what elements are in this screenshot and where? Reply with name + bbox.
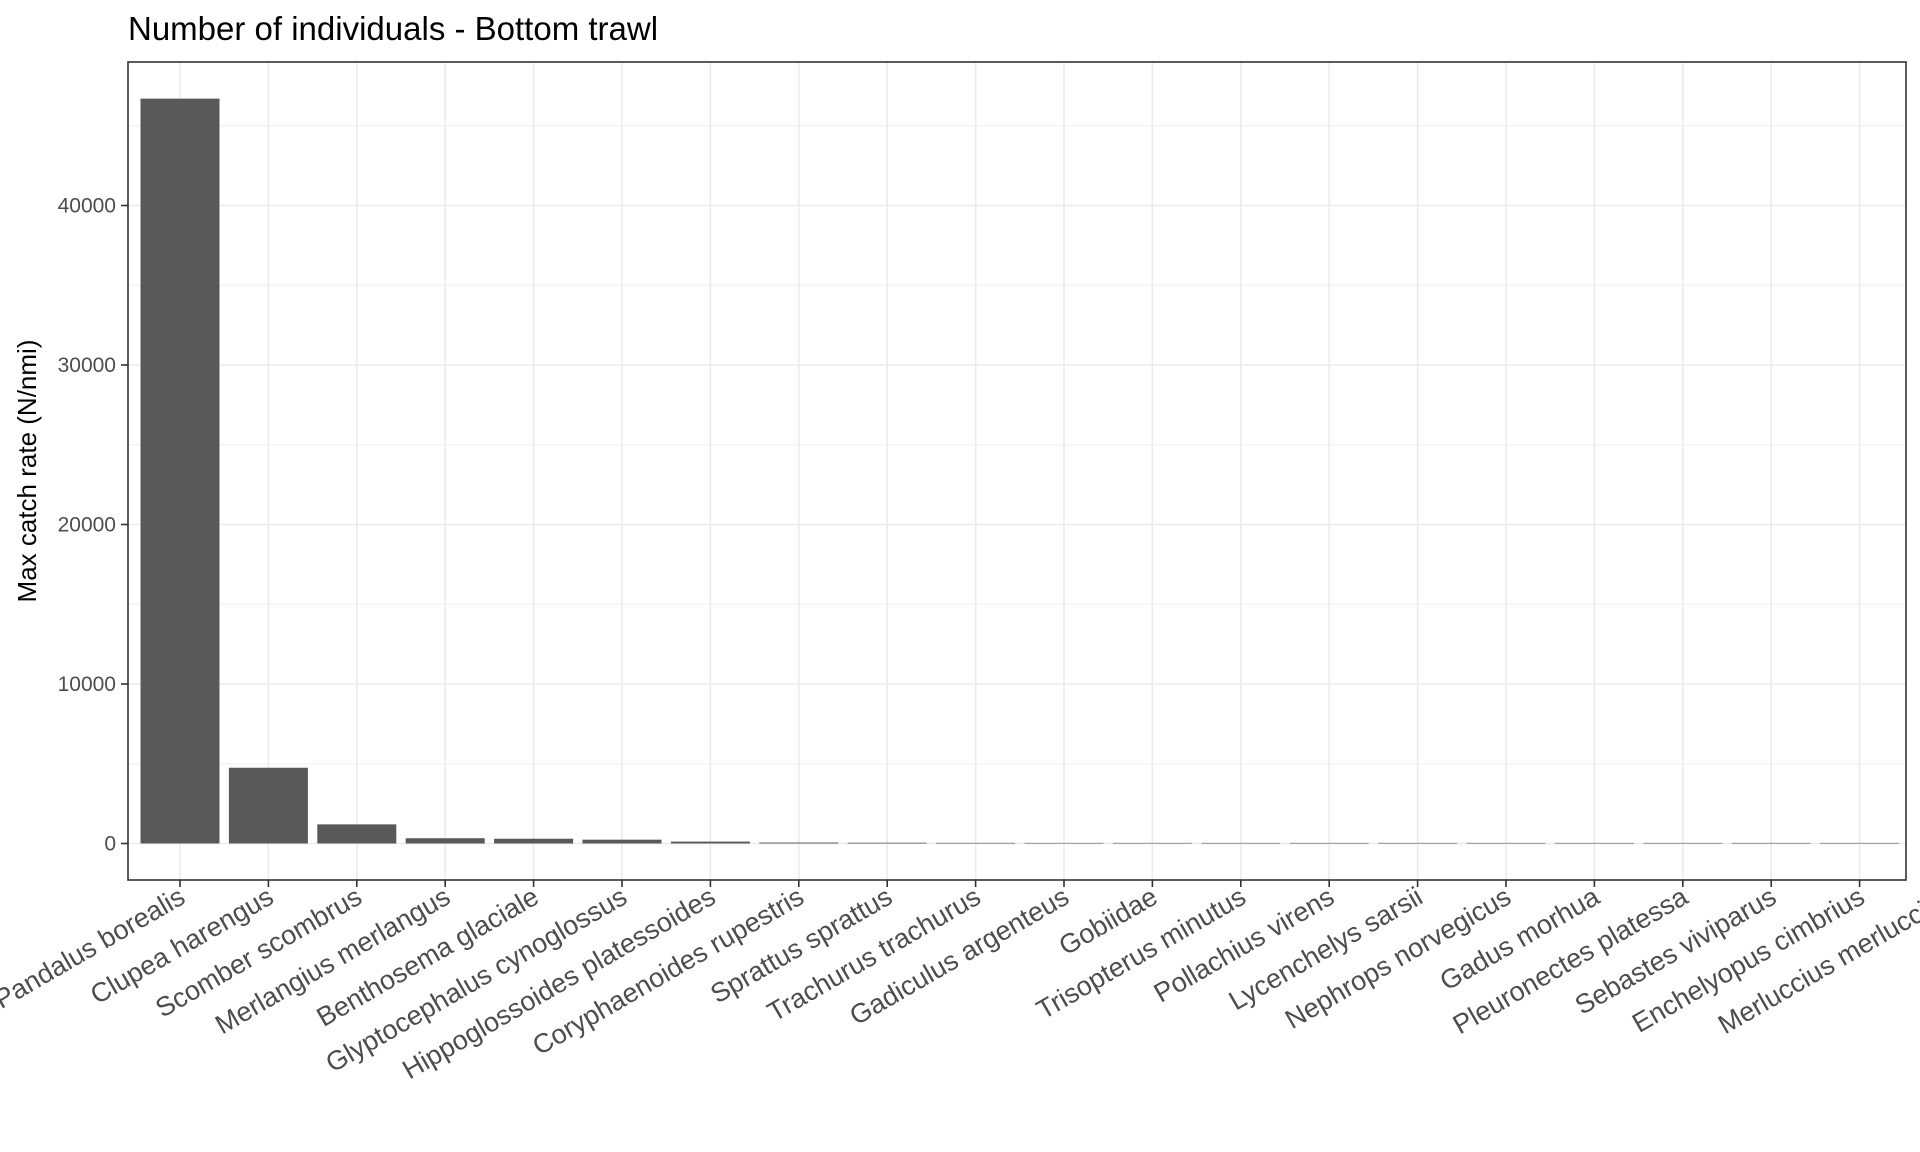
y-tick-label: 40000: [58, 195, 116, 218]
bars-group: [140, 98, 1900, 844]
bar: [847, 842, 927, 844]
bar: [1289, 842, 1369, 844]
bar: [582, 839, 662, 844]
y-tick-label: 20000: [58, 514, 116, 537]
y-axis-title: Max catch rate (N/nmi): [12, 340, 42, 603]
bar: [228, 767, 308, 844]
bar: [1201, 842, 1281, 844]
bar: [405, 838, 485, 844]
bar: [936, 842, 1016, 844]
bar: [1820, 842, 1900, 844]
bar: [1112, 842, 1192, 844]
bar: [670, 841, 750, 844]
bar: [317, 824, 397, 844]
y-tick-label: 30000: [58, 354, 116, 377]
bar: [1024, 842, 1104, 844]
plot-background: [128, 62, 1906, 880]
bar: [140, 98, 220, 844]
bar: [759, 842, 839, 844]
y-tick-label: 10000: [58, 673, 116, 696]
bar: [1466, 842, 1546, 844]
bar: [494, 838, 574, 844]
bar: [1731, 842, 1811, 844]
y-axis: 0 10000 20000 30000 40000: [58, 195, 128, 856]
bar: [1378, 842, 1458, 844]
chart-title: Number of individuals - Bottom trawl: [128, 10, 658, 47]
y-tick-label: 0: [104, 833, 116, 856]
plot-border: [127, 61, 1907, 881]
bar: [1643, 842, 1723, 844]
bar: [1554, 842, 1634, 844]
